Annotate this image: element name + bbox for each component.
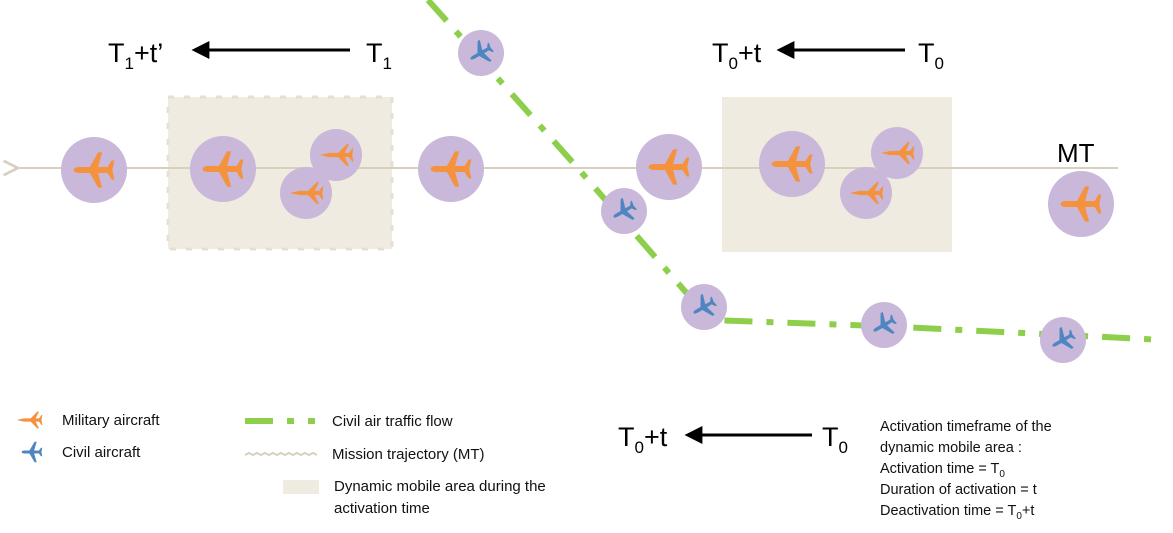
time-end-label: T1+t’ bbox=[108, 38, 163, 73]
legend: Military aircraft Civil aircraft Civil a… bbox=[16, 411, 546, 517]
civil-aircraft-5 bbox=[1040, 317, 1086, 363]
time-end-label: T0+t bbox=[712, 38, 762, 73]
legend-civil: Civil aircraft bbox=[21, 441, 141, 463]
legend-flow: Civil air traffic flow bbox=[245, 413, 453, 430]
military-aircraft-3 bbox=[418, 136, 484, 202]
area-swatch bbox=[283, 480, 319, 494]
military-aircraft-4 bbox=[636, 134, 702, 200]
legend-military-label: Military aircraft bbox=[62, 412, 160, 429]
info-line-5: Deactivation time = T0+t bbox=[880, 503, 1034, 522]
legend-military: Military aircraft bbox=[16, 411, 160, 429]
military-jet-3 bbox=[871, 127, 923, 179]
military-jet-icon bbox=[16, 411, 43, 429]
civil-plane-icon bbox=[21, 441, 43, 463]
dynamic-area-right bbox=[722, 97, 952, 252]
time-arrow-top-right: T0+t T0 bbox=[712, 38, 944, 73]
military-jet-2 bbox=[280, 167, 332, 219]
legend-trajectory-label: Mission trajectory (MT) bbox=[332, 446, 485, 463]
civil-aircraft-3 bbox=[681, 284, 727, 330]
time-start-label: T1 bbox=[366, 38, 392, 73]
legend-civil-label: Civil aircraft bbox=[62, 444, 141, 461]
trajectory-swatch bbox=[244, 451, 318, 457]
military-jet-1 bbox=[310, 129, 362, 181]
mt-label: MT bbox=[1057, 138, 1095, 168]
time-start-label: T0 bbox=[822, 422, 848, 457]
time-arrow-bottom: T0+t T0 bbox=[618, 422, 848, 457]
civil-aircraft-2 bbox=[601, 188, 647, 234]
time-start-label: T0 bbox=[918, 38, 944, 73]
military-aircraft-6 bbox=[1048, 171, 1114, 237]
legend-flow-label: Civil air traffic flow bbox=[332, 413, 453, 430]
info-line-1: Activation timeframe of the bbox=[880, 419, 1052, 435]
time-arrow-top-left: T1+t’ T1 bbox=[108, 38, 392, 73]
info-line-4: Duration of activation = t bbox=[880, 482, 1037, 498]
time-end-label: T0+t bbox=[618, 422, 668, 457]
legend-area-label-1: Dynamic mobile area during the bbox=[334, 478, 546, 495]
legend-area: Dynamic mobile area during the activatio… bbox=[283, 478, 546, 517]
military-aircraft-5 bbox=[759, 131, 825, 197]
military-jet-4 bbox=[840, 167, 892, 219]
civil-aircraft-4 bbox=[861, 302, 907, 348]
info-line-2: dynamic mobile area : bbox=[880, 440, 1022, 456]
activation-info: Activation timeframe of the dynamic mobi… bbox=[880, 419, 1052, 522]
military-aircraft-2 bbox=[190, 136, 256, 202]
military-aircraft-1 bbox=[61, 137, 127, 203]
info-line-3: Activation time = T0 bbox=[880, 461, 1005, 480]
civil-aircraft-1 bbox=[458, 30, 504, 76]
legend-area-label-2: activation time bbox=[334, 500, 430, 517]
legend-trajectory: Mission trajectory (MT) bbox=[244, 446, 485, 463]
